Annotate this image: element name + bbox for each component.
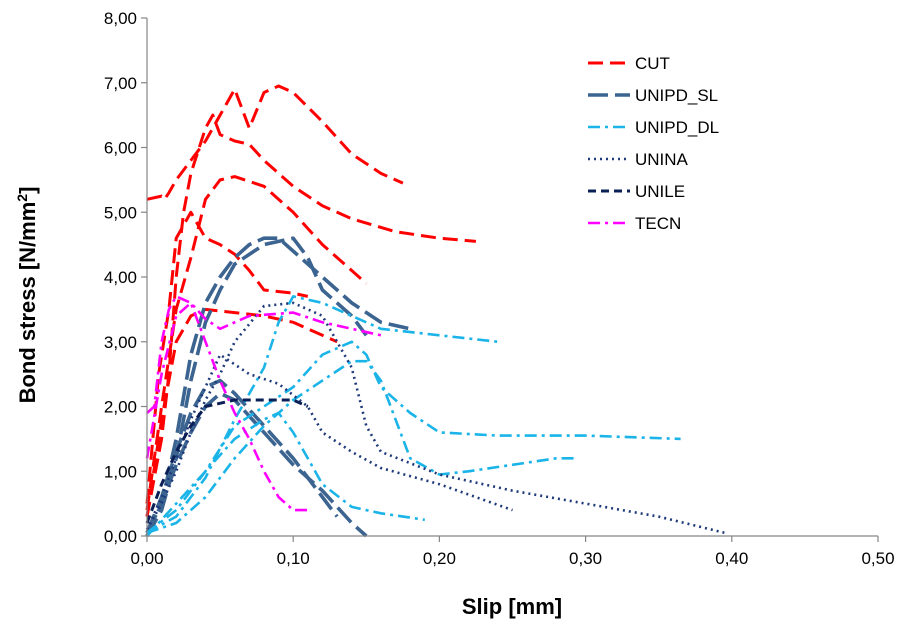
legend-label: UNINA xyxy=(635,150,689,169)
y-axis-title-main: Bond stress [N/mm xyxy=(15,202,40,404)
legend-label: UNIPD_SL xyxy=(635,86,718,105)
legend: CUT UNIPD_SL UNIPD_DL UNINA UNILE TECN xyxy=(588,54,719,233)
series-line xyxy=(145,113,477,517)
legend-label: CUT xyxy=(635,54,670,73)
x-tick-label: 0,30 xyxy=(569,549,602,568)
x-tick-label: 0,20 xyxy=(423,549,456,568)
y-tick-label: 0,00 xyxy=(104,527,137,546)
series-line xyxy=(145,210,309,504)
series-line xyxy=(145,236,368,537)
series-tecn xyxy=(145,295,382,512)
y-tick-label: 1,00 xyxy=(104,462,137,481)
series-line xyxy=(145,236,411,537)
series-line xyxy=(145,307,338,517)
y-tick-label: 8,00 xyxy=(104,9,137,28)
y-tick-label: 2,00 xyxy=(104,398,137,417)
series-line xyxy=(146,340,681,534)
y-tick-label: 7,00 xyxy=(104,74,137,93)
series-line xyxy=(145,301,308,512)
y-tick-label: 5,00 xyxy=(104,203,137,222)
series-unipd-sl xyxy=(145,236,411,538)
x-tick-label: 0,50 xyxy=(861,549,894,568)
series-unipd-dl xyxy=(146,295,681,537)
y-axis-title: Bond stress [N/mm2] xyxy=(14,187,40,404)
series-line xyxy=(145,378,339,534)
x-axis-title: Slip [mm] xyxy=(462,594,562,619)
series-line xyxy=(146,295,382,414)
y-axis-title-end: ] xyxy=(15,187,40,194)
legend-label: UNILE xyxy=(635,182,685,201)
series-line xyxy=(145,398,309,524)
y-tick-label: 3,00 xyxy=(104,333,137,352)
series-unina xyxy=(145,301,725,535)
series-line xyxy=(146,359,579,535)
tick-labels: 0,00 1,00 2,00 3,00 4,00 5,00 6,00 7,00 8,00 0,00… xyxy=(104,9,895,568)
series-unile xyxy=(145,398,309,524)
series-line xyxy=(145,391,368,538)
legend-label: TECN xyxy=(635,214,681,233)
x-tick-label: 0,00 xyxy=(130,549,163,568)
series-line xyxy=(146,295,499,534)
y-tick-label: 4,00 xyxy=(104,268,137,287)
x-tick-label: 0,10 xyxy=(277,549,310,568)
legend-label: UNIPD_DL xyxy=(635,118,719,137)
series-line xyxy=(145,353,513,531)
y-tick-label: 6,00 xyxy=(104,139,137,158)
axes xyxy=(141,17,879,542)
series-line xyxy=(146,84,404,201)
series-line xyxy=(145,301,725,535)
x-tick-label: 0,40 xyxy=(715,549,748,568)
series-line xyxy=(146,411,425,537)
y-axis-title-superscript: 2 xyxy=(14,194,30,202)
series-line xyxy=(145,175,368,511)
series-layer xyxy=(145,84,725,538)
